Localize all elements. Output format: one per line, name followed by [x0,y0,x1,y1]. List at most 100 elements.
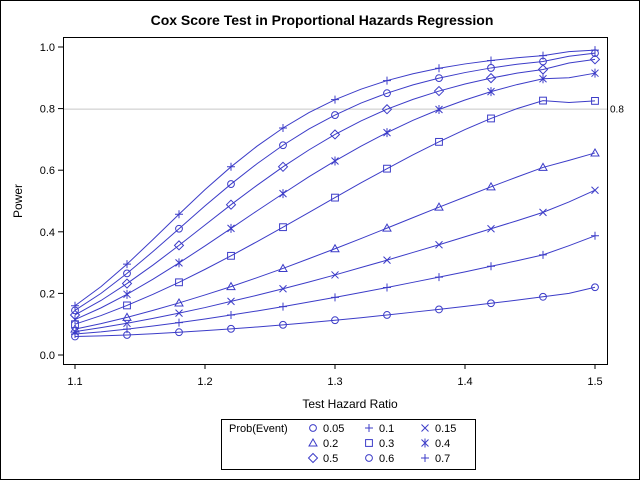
legend-box [221,419,476,470]
legend-entry-label: 0.15 [435,423,456,435]
data-point [487,56,495,65]
data-point [591,68,599,78]
data-point [331,293,339,302]
data-point [175,210,183,219]
legend-marker [365,424,373,432]
legend-entry-label: 0.6 [379,453,394,465]
data-point [331,271,339,279]
data-point [539,208,547,217]
data-point [487,87,495,97]
legend-entry-label: 0.7 [435,453,450,465]
x-tick-label: 1.2 [197,376,212,388]
data-point [175,224,183,233]
data-point [435,273,443,282]
data-point [434,202,444,211]
y-tick-label: 1.0 [40,42,55,54]
data-point [435,64,443,73]
data-point [382,223,392,232]
x-tick-label: 1.1 [67,376,82,388]
data-point [435,105,443,115]
data-point [331,111,339,119]
y-tick-label: 0.2 [40,288,55,300]
data-point [435,305,443,314]
legend-marker [421,424,429,432]
x-axis-label: Test Hazard Ratio [302,397,398,411]
legend-marker [365,439,373,447]
series-0.7 [71,46,599,310]
data-point [227,324,235,333]
reference-line-label: 0.8 [610,105,624,116]
x-tick-label: 1.5 [587,376,602,388]
data-point [121,278,133,289]
data-point [487,224,495,233]
data-point [539,74,547,84]
data-point [538,162,548,171]
data-point [383,128,391,138]
series-line [74,100,596,325]
legend-marker [421,454,429,462]
data-point [331,156,339,166]
legend-entry-label: 0.4 [435,438,450,450]
data-point [227,251,235,260]
data-point [537,64,549,75]
data-point [435,74,443,83]
data-point [381,104,393,115]
legend-entry-label: 0.05 [323,423,344,435]
legend-title: Prob(Event) [229,423,288,435]
data-point [589,54,601,65]
data-point [383,89,391,98]
data-point [590,147,600,157]
data-point [539,96,547,105]
legend-marker [307,452,319,464]
data-point [122,312,132,321]
data-point [331,95,339,104]
data-point [433,85,445,97]
data-point [69,309,81,321]
data-point [331,316,339,325]
series-0.15 [71,186,599,336]
data-point [227,310,235,319]
data-point [227,162,235,171]
data-point [175,258,183,268]
data-point [123,269,131,278]
data-point [174,297,184,307]
data-point [175,309,183,317]
data-point [383,283,391,292]
data-point [123,260,131,269]
data-point [591,186,599,195]
data-point [175,318,183,327]
data-point [485,72,497,84]
legend-marker [308,437,318,447]
data-point [383,164,391,173]
data-point [591,46,599,55]
plot-area: 1.1 1.2 1.3 1.4 1.5 0.0 0.2 0.4 0.6 0.8 1.0 [40,37,608,388]
data-point [279,223,287,232]
data-point [226,281,236,291]
data-point [591,283,599,292]
data-point [227,297,235,306]
series-line [74,152,596,330]
legend-marker [365,454,373,462]
data-point [487,114,495,123]
data-point [486,181,496,191]
data-point [329,129,341,140]
data-point [123,319,131,328]
x-tick-label: 1.4 [457,376,472,388]
data-point [278,263,288,272]
legend-entry-label: 0.1 [379,423,394,435]
y-axis-label: Power [11,184,25,218]
series-line [74,52,596,311]
data-point [71,301,79,310]
series-0.5 [69,54,601,321]
series-line [74,286,596,338]
series-line [74,58,596,316]
data-point [279,141,287,150]
data-point [279,124,287,133]
y-tick-label: 0.6 [40,165,55,177]
data-point [123,289,131,299]
data-point [279,302,287,311]
data-point [435,240,443,249]
y-tick-label: 0.0 [40,350,55,362]
legend-entry-label: 0.3 [379,438,394,450]
